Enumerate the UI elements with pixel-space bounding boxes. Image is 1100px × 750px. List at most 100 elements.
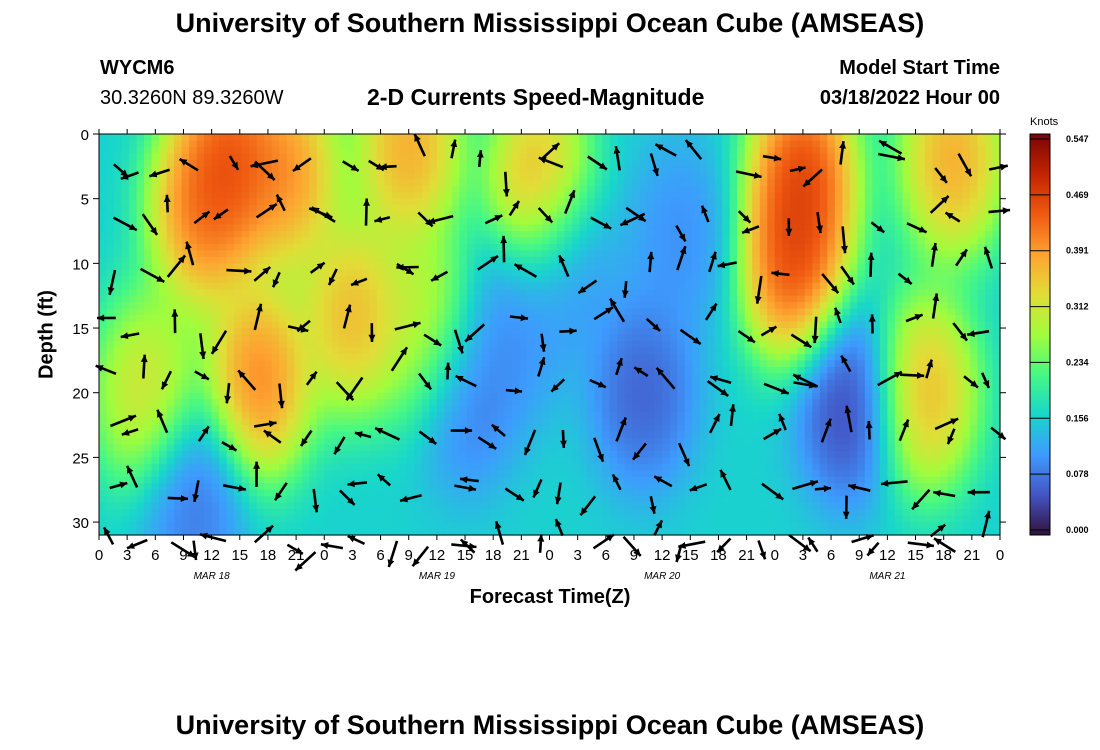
field-cell: [654, 134, 663, 142]
field-cell: [136, 179, 145, 187]
field-cell: [421, 159, 430, 167]
field-cell: [737, 308, 746, 316]
field-cell: [226, 289, 235, 297]
field-cell: [459, 360, 468, 368]
field-cell: [249, 295, 258, 303]
field-cell: [774, 360, 783, 368]
field-cell: [977, 302, 986, 310]
field-cell: [662, 237, 671, 245]
field-cell: [286, 198, 295, 206]
field-cell: [789, 282, 798, 290]
field-cell: [984, 172, 994, 180]
field-cell: [129, 295, 138, 303]
field-cell: [587, 237, 596, 245]
field-cell: [219, 295, 228, 303]
field-cell: [271, 166, 280, 174]
field-cell: [414, 386, 423, 394]
field-cell: [692, 134, 701, 142]
field-cell: [609, 205, 618, 213]
field-cell: [354, 347, 363, 355]
field-cell: [699, 250, 708, 258]
field-cell: [954, 295, 964, 303]
field-cell: [151, 340, 160, 349]
field-cell: [909, 218, 919, 226]
field-cell: [474, 282, 483, 290]
field-cell: [466, 218, 476, 226]
field-cell: [421, 140, 430, 148]
field-cell: [189, 269, 198, 277]
field-cell: [526, 153, 536, 161]
field-cell: [541, 392, 551, 400]
field-cell: [421, 153, 430, 161]
field-cell: [294, 334, 303, 342]
field-cell: [789, 328, 798, 336]
field-cell: [954, 179, 964, 187]
field-cell: [729, 263, 738, 271]
field-cell: [699, 140, 708, 148]
field-cell: [151, 179, 160, 187]
field-cell: [121, 289, 130, 297]
field-cell: [219, 140, 228, 148]
field-cell: [774, 373, 783, 381]
field-cell: [316, 256, 325, 264]
field-cell: [399, 231, 408, 239]
field-cell: [496, 315, 506, 323]
field-cell: [662, 379, 671, 387]
field-cell: [459, 140, 468, 148]
field-cell: [797, 386, 806, 394]
field-cell: [624, 134, 633, 142]
field-cell: [106, 328, 115, 336]
field-cell: [309, 198, 318, 206]
field-cell: [789, 179, 798, 187]
field-cell: [632, 315, 641, 323]
field-cell: [924, 159, 934, 167]
field-cell: [872, 192, 881, 200]
field-cell: [767, 321, 776, 329]
field-cell: [174, 211, 183, 219]
field-cell: [812, 360, 821, 368]
field-cell: [864, 282, 873, 290]
field-cell: [707, 289, 716, 297]
field-cell: [271, 295, 280, 303]
field-cell: [459, 321, 468, 329]
field-cell: [947, 166, 956, 174]
field-cell: [376, 263, 385, 271]
field-cell: [211, 295, 220, 303]
field-cell: [226, 347, 235, 355]
field-cell: [429, 211, 438, 219]
field-cell: [361, 340, 370, 349]
field-cell: [669, 198, 678, 206]
field-cell: [496, 302, 506, 310]
field-cell: [849, 328, 858, 336]
field-cell: [752, 315, 761, 323]
field-cell: [241, 392, 250, 400]
field-cell: [857, 179, 866, 187]
field-cell: [654, 353, 663, 361]
field-cell: [429, 192, 438, 200]
field-cell: [399, 334, 408, 342]
field-cell: [804, 256, 813, 264]
field-cell: [129, 347, 138, 355]
field-cell: [767, 237, 776, 245]
field-cell: [346, 140, 355, 148]
field-cell: [819, 224, 828, 232]
field-cell: [249, 205, 258, 213]
field-cell: [729, 179, 738, 187]
field-cell: [339, 308, 348, 316]
field-cell: [684, 328, 693, 336]
field-cell: [174, 205, 183, 213]
field-cell: [384, 302, 393, 310]
field-cell: [151, 218, 160, 226]
field-cell: [316, 392, 325, 400]
field-cell: [519, 308, 528, 316]
field-cell: [894, 211, 903, 219]
field-cell: [121, 295, 130, 303]
field-cell: [969, 159, 979, 167]
field-cell: [219, 237, 228, 245]
field-cell: [924, 250, 934, 258]
field-cell: [309, 153, 318, 161]
field-cell: [909, 211, 919, 219]
field-cell: [504, 289, 513, 297]
field-cell: [166, 179, 175, 187]
field-cell: [902, 263, 911, 271]
